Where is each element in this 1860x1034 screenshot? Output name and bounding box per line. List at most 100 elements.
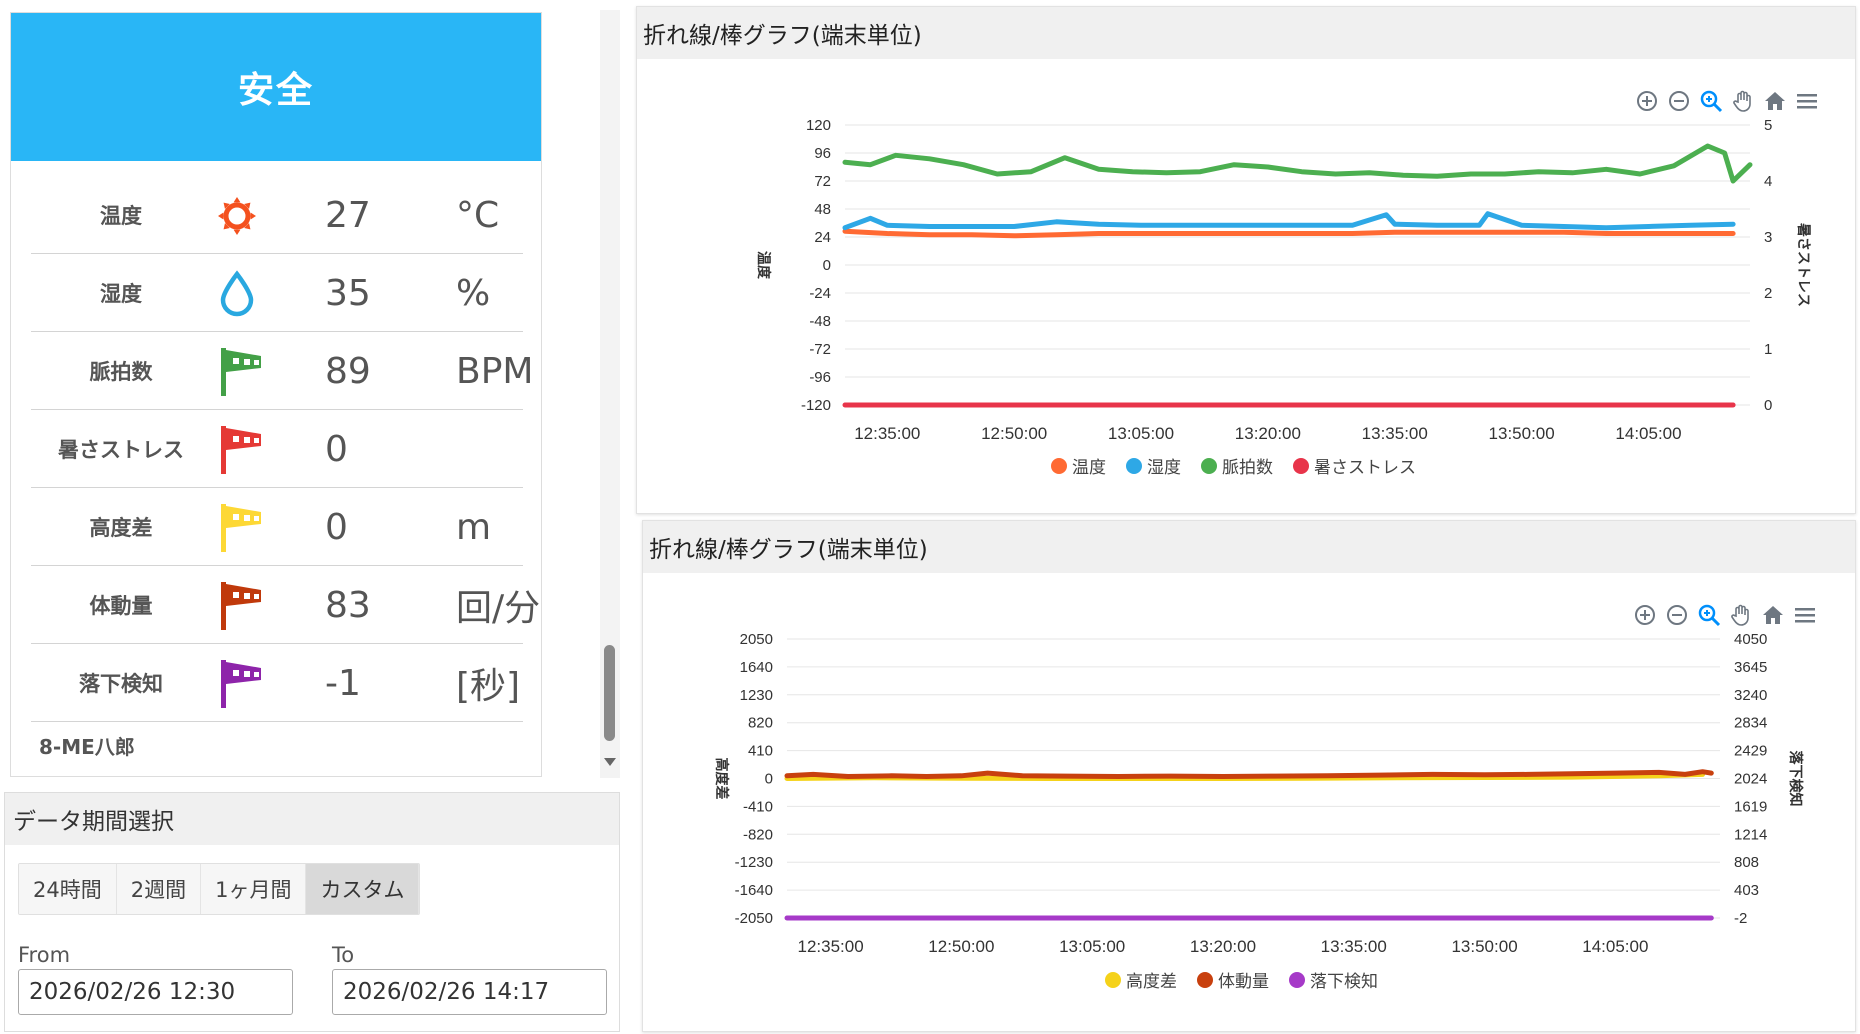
home-reset-icon[interactable]	[1759, 601, 1787, 629]
y2-tick-label: 403	[1734, 882, 1759, 899]
selection-zoom-icon[interactable]	[1695, 601, 1723, 629]
y-axis-title: 高度差	[714, 758, 730, 800]
legend-label: 体動量	[1218, 972, 1269, 992]
series-line	[842, 143, 1753, 184]
chart-panel-2: 2050 1640 1230 820 410 0 -410 -820 -1230 -1640 -20…	[642, 520, 1856, 1032]
x-tick-label: 13:50:00	[1489, 424, 1555, 443]
zoom-in-icon[interactable]	[1633, 87, 1661, 115]
y2-tick-label: 0	[1764, 397, 1772, 414]
metric-value: 27	[325, 194, 371, 236]
metric-unit: m	[456, 506, 492, 548]
chart-2-legend: 高度差 体動量 落下検知	[1105, 967, 1378, 992]
legend-marker	[1197, 971, 1213, 988]
y-tick-label: -410	[743, 798, 773, 815]
status-card: 安全 温度 27 °C 湿度 35% 脈拍数 89 BPM 暑さストレス 0 高度差 0 m 体動量 83 回…	[10, 12, 542, 777]
x-tick-label: 13:20:00	[1235, 424, 1301, 443]
zoom-out-icon[interactable]	[1665, 87, 1693, 115]
x-tick-label: 12:35:00	[798, 937, 864, 956]
x-tick-label: 12:50:00	[928, 937, 994, 956]
metric-row: 湿度 35%	[31, 254, 523, 332]
y-tick-label: -48	[809, 313, 831, 330]
period-button-group: 24時間 2週間 1ヶ月間 カスタム	[18, 863, 421, 915]
y2-tick-label: 2429	[1734, 743, 1767, 760]
series-line	[784, 769, 1714, 779]
legend-item[interactable]: 落下検知	[1289, 967, 1378, 992]
status-header: 安全	[11, 13, 541, 161]
status-text: 安全	[237, 70, 314, 111]
selection-zoom-icon[interactable]	[1697, 87, 1725, 115]
y-axis-title: 温度	[756, 251, 772, 280]
period-button-custom[interactable]: カスタム	[306, 864, 420, 914]
period-button-24h[interactable]: 24時間	[19, 864, 117, 914]
period-title: データ期間選択	[5, 793, 619, 845]
from-date-input[interactable]	[18, 969, 293, 1015]
y-tick-label: 0	[765, 771, 773, 788]
y-tick-label: 1230	[740, 687, 773, 704]
to-date-input[interactable]	[332, 969, 607, 1015]
zoom-in-icon[interactable]	[1631, 601, 1659, 629]
metric-row: 高度差 0 m	[31, 488, 523, 566]
y-tick-label: -1640	[735, 882, 773, 899]
period-button-2w[interactable]: 2週間	[116, 864, 202, 914]
home-reset-icon[interactable]	[1761, 87, 1789, 115]
series-line	[842, 211, 1736, 231]
legend-marker	[1126, 457, 1142, 474]
purple-flag-icon	[211, 658, 263, 710]
y2-tick-label: 3645	[1734, 659, 1767, 676]
pan-hand-icon[interactable]	[1727, 601, 1755, 629]
metric-label: 落下検知	[79, 672, 163, 696]
metric-row: 温度 27 °C	[31, 176, 523, 254]
metric-label: 湿度	[100, 282, 142, 306]
metric-label: 暑さストレス	[58, 438, 184, 462]
legend-label: 脈拍数	[1222, 458, 1273, 478]
x-tick-label: 12:35:00	[854, 424, 920, 443]
chart-1-title: 折れ線/棒グラフ(端末単位)	[637, 7, 1855, 59]
legend-item[interactable]: 湿度	[1126, 453, 1181, 478]
legend-item[interactable]: 温度	[1051, 453, 1106, 478]
legend-item[interactable]: 体動量	[1197, 967, 1269, 992]
legend-marker	[1051, 457, 1067, 474]
y2-axis-title: 落下検知	[1788, 751, 1804, 807]
x-tick-label: 12:50:00	[981, 424, 1047, 443]
legend-item[interactable]: 脈拍数	[1201, 453, 1273, 478]
y2-tick-label: 2024	[1734, 771, 1767, 788]
y-tick-label: 410	[748, 743, 773, 760]
y2-tick-label: 1619	[1734, 798, 1767, 815]
y-tick-label: -96	[809, 369, 831, 386]
pan-hand-icon[interactable]	[1729, 87, 1757, 115]
metric-unit: [秒]	[456, 666, 521, 707]
period-button-1m[interactable]: 1ヶ月間	[201, 864, 307, 914]
chart-1-plot: 120 96 72 48 24 0 -24 -48 -72 -96 -120 5 4 3 2 1 0 12:35:…	[756, 117, 1812, 443]
y2-tick-label: 808	[1734, 854, 1759, 871]
metric-row: 体動量 83 回/分	[31, 566, 540, 644]
y-tick-label: -120	[801, 397, 831, 414]
y-tick-label: 24	[814, 229, 831, 246]
y2-tick-label: 4050	[1734, 631, 1767, 648]
metric-label: 高度差	[89, 516, 153, 540]
metric-value: 35	[325, 272, 371, 314]
scrollbar[interactable]	[600, 10, 620, 778]
x-tick-label: 13:20:00	[1190, 937, 1256, 956]
chart-2-plot: 2050 1640 1230 820 410 0 -410 -820 -1230 -1640 -20…	[714, 631, 1804, 956]
legend-label: 高度差	[1126, 972, 1177, 992]
chart-1-toolbar	[1633, 87, 1821, 115]
yellow-flag-icon	[211, 502, 263, 554]
scrollbar-thumb[interactable]	[604, 645, 615, 741]
legend-item[interactable]: 高度差	[1105, 967, 1177, 992]
scroll-down-arrow-icon[interactable]	[604, 758, 616, 766]
menu-icon[interactable]	[1791, 601, 1819, 629]
chart-1-legend: 温度 湿度 脈拍数 暑さストレス	[1051, 453, 1416, 478]
from-label: From	[18, 943, 71, 967]
zoom-out-icon[interactable]	[1663, 601, 1691, 629]
menu-icon[interactable]	[1793, 87, 1821, 115]
legend-marker	[1293, 457, 1309, 474]
metric-label: 脈拍数	[89, 360, 153, 384]
y-tick-label: 820	[748, 715, 773, 732]
metric-value: 0	[325, 428, 348, 470]
x-tick-label: 13:05:00	[1059, 937, 1125, 956]
legend-item[interactable]: 暑さストレス	[1293, 453, 1416, 478]
legend-label: 暑さストレス	[1314, 458, 1416, 478]
y-tick-label: -24	[809, 285, 831, 302]
y2-tick-label: 3240	[1734, 687, 1767, 704]
red-flag-icon	[211, 424, 263, 476]
